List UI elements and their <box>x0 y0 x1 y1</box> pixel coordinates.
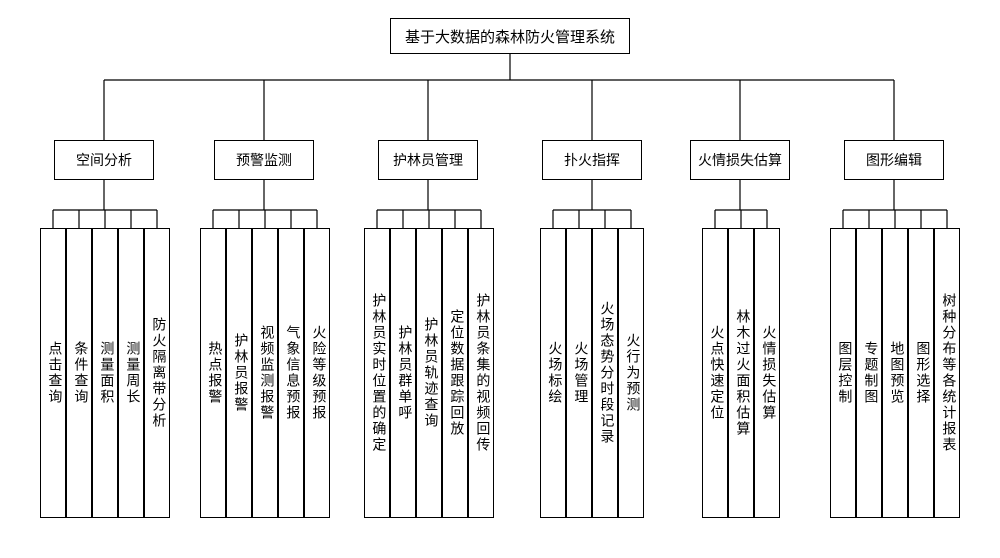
root-node-label: 基于大数据的森林防火管理系统 <box>405 26 615 47</box>
leaf-5-3: 图形选择 <box>908 228 934 518</box>
leaf-0-3: 测量周长 <box>118 228 144 518</box>
leaf-2-0-label: 护林员实时位置的确定 <box>370 293 385 453</box>
leaf-0-0: 点击查询 <box>40 228 66 518</box>
leaf-3-2: 火场态势分时段记录 <box>592 228 618 518</box>
leaf-1-0-label: 热点报警 <box>206 341 221 405</box>
leaf-1-2-label: 视频监测报警 <box>258 325 273 421</box>
category-3: 扑火指挥 <box>542 140 642 180</box>
leaf-0-4: 防火隔离带分析 <box>144 228 170 518</box>
leaf-4-1: 林木过火面积估算 <box>728 228 754 518</box>
leaf-1-4: 火险等级预报 <box>304 228 330 518</box>
leaf-5-1-label: 专题制图 <box>862 341 877 405</box>
category-1: 预警监测 <box>214 140 314 180</box>
leaf-5-0-label: 图层控制 <box>836 341 851 405</box>
leaf-3-1: 火场管理 <box>566 228 592 518</box>
leaf-1-1-label: 护林员报警 <box>232 333 247 413</box>
leaf-2-4: 护林员条集的视频回传 <box>468 228 494 518</box>
leaf-3-0: 火场标绘 <box>540 228 566 518</box>
leaf-0-2-label: 测量面积 <box>98 341 113 405</box>
category-2: 护林员管理 <box>378 140 478 180</box>
leaf-4-0: 火点快速定位 <box>702 228 728 518</box>
category-3-label: 扑火指挥 <box>564 150 620 170</box>
leaf-4-2: 火情损失估算 <box>754 228 780 518</box>
leaf-2-3: 定位数据跟踪回放 <box>442 228 468 518</box>
leaf-1-2: 视频监测报警 <box>252 228 278 518</box>
leaf-4-1-label: 林木过火面积估算 <box>734 309 749 437</box>
leaf-3-0-label: 火场标绘 <box>546 341 561 405</box>
leaf-3-2-label: 火场态势分时段记录 <box>598 301 613 445</box>
leaf-2-3-label: 定位数据跟踪回放 <box>448 309 463 437</box>
leaf-1-3-label: 气象信息预报 <box>284 325 299 421</box>
leaf-3-3-label: 火行为预测 <box>624 333 639 413</box>
leaf-4-0-label: 火点快速定位 <box>708 325 723 421</box>
category-2-label: 护林员管理 <box>393 150 463 170</box>
leaf-1-4-label: 火险等级预报 <box>310 325 325 421</box>
leaf-5-3-label: 图形选择 <box>914 341 929 405</box>
category-1-label: 预警监测 <box>236 150 292 170</box>
leaf-2-4-label: 护林员条集的视频回传 <box>474 293 489 453</box>
leaf-2-2-label: 护林员轨迹查询 <box>422 317 437 429</box>
category-5-label: 图形编辑 <box>866 150 922 170</box>
leaf-5-4: 树种分布等各统计报表 <box>934 228 960 518</box>
leaf-5-2: 地图预览 <box>882 228 908 518</box>
category-4: 火情损失估算 <box>690 140 790 180</box>
category-0-label: 空间分析 <box>76 150 132 170</box>
leaf-5-0: 图层控制 <box>830 228 856 518</box>
leaf-1-0: 热点报警 <box>200 228 226 518</box>
leaf-3-3: 火行为预测 <box>618 228 644 518</box>
leaf-2-1-label: 护林员群单呼 <box>396 325 411 421</box>
leaf-1-1: 护林员报警 <box>226 228 252 518</box>
diagram-canvas: 基于大数据的森林防火管理系统空间分析点击查询条件查询测量面积测量周长防火隔离带分… <box>0 0 1000 558</box>
leaf-5-4-label: 树种分布等各统计报表 <box>940 293 955 453</box>
leaf-2-0: 护林员实时位置的确定 <box>364 228 390 518</box>
leaf-0-1-label: 条件查询 <box>72 341 87 405</box>
leaf-3-1-label: 火场管理 <box>572 341 587 405</box>
category-5: 图形编辑 <box>844 140 944 180</box>
leaf-0-2: 测量面积 <box>92 228 118 518</box>
root-node: 基于大数据的森林防火管理系统 <box>390 18 630 54</box>
leaf-2-1: 护林员群单呼 <box>390 228 416 518</box>
leaf-0-0-label: 点击查询 <box>46 341 61 405</box>
leaf-0-1: 条件查询 <box>66 228 92 518</box>
leaf-5-2-label: 地图预览 <box>888 341 903 405</box>
leaf-4-2-label: 火情损失估算 <box>760 325 775 421</box>
leaf-1-3: 气象信息预报 <box>278 228 304 518</box>
leaf-2-2: 护林员轨迹查询 <box>416 228 442 518</box>
category-0: 空间分析 <box>54 140 154 180</box>
leaf-0-4-label: 防火隔离带分析 <box>150 317 165 429</box>
category-4-label: 火情损失估算 <box>698 150 782 170</box>
leaf-0-3-label: 测量周长 <box>124 341 139 405</box>
leaf-5-1: 专题制图 <box>856 228 882 518</box>
